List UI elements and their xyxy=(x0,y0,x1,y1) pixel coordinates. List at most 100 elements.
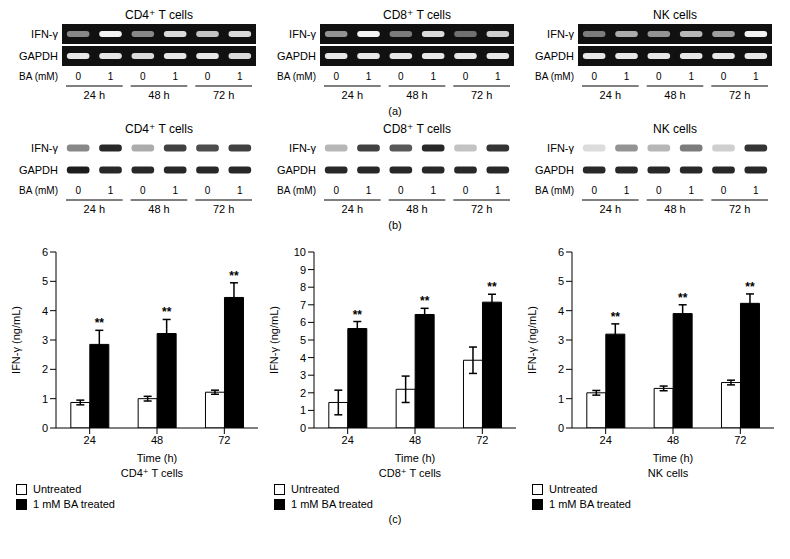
svg-text:5: 5 xyxy=(300,334,306,346)
svg-text:**: ** xyxy=(678,291,688,305)
svg-text:24 h: 24 h xyxy=(84,203,105,215)
svg-text:0: 0 xyxy=(333,71,339,82)
svg-text:72 h: 72 h xyxy=(213,203,234,215)
svg-text:1: 1 xyxy=(624,185,630,196)
svg-text:NK cells: NK cells xyxy=(653,8,697,22)
svg-text:5: 5 xyxy=(42,275,48,287)
svg-text:24: 24 xyxy=(84,434,96,446)
svg-text:2: 2 xyxy=(42,363,48,375)
svg-text:48: 48 xyxy=(409,434,421,446)
svg-text:7: 7 xyxy=(300,299,306,311)
svg-text:Time (h): Time (h) xyxy=(653,452,694,464)
svg-text:1: 1 xyxy=(430,71,436,82)
svg-text:IFN-γ: IFN-γ xyxy=(547,28,574,40)
svg-text:3: 3 xyxy=(558,334,564,346)
svg-text:0: 0 xyxy=(333,185,339,196)
svg-text:IFN-γ (ng/mL): IFN-γ (ng/mL) xyxy=(526,306,538,374)
svg-text:BA (mM): BA (mM) xyxy=(277,71,316,82)
svg-text:GAPDH: GAPDH xyxy=(19,164,58,176)
svg-text:CD8⁺ T cells: CD8⁺ T cells xyxy=(383,8,451,22)
svg-text:**: ** xyxy=(745,280,755,294)
svg-text:1: 1 xyxy=(430,185,436,196)
svg-text:48 h: 48 h xyxy=(148,203,169,215)
svg-text:0: 0 xyxy=(558,422,564,434)
svg-text:0: 0 xyxy=(656,71,662,82)
svg-text:72 h: 72 h xyxy=(471,203,492,215)
svg-text:48 h: 48 h xyxy=(664,89,685,101)
svg-text:72 h: 72 h xyxy=(213,89,234,101)
svg-text:0: 0 xyxy=(463,185,469,196)
svg-text:0: 0 xyxy=(721,185,727,196)
svg-text:0: 0 xyxy=(140,71,146,82)
svg-text:1: 1 xyxy=(366,185,372,196)
svg-text:BA (mM): BA (mM) xyxy=(19,71,58,82)
svg-text:72: 72 xyxy=(734,434,746,446)
svg-text:3: 3 xyxy=(42,334,48,346)
svg-text:0: 0 xyxy=(205,71,211,82)
svg-text:1: 1 xyxy=(495,185,501,196)
svg-text:**: ** xyxy=(611,310,621,324)
svg-text:0: 0 xyxy=(398,71,404,82)
svg-text:1: 1 xyxy=(558,393,564,405)
svg-text:0: 0 xyxy=(75,71,81,82)
svg-text:0: 0 xyxy=(591,71,597,82)
svg-text:1: 1 xyxy=(172,71,178,82)
svg-text:6: 6 xyxy=(300,316,306,328)
svg-text:0: 0 xyxy=(656,185,662,196)
svg-text:24 h: 24 h xyxy=(84,89,105,101)
svg-text:**: ** xyxy=(487,280,497,294)
svg-text:IFN-γ: IFN-γ xyxy=(289,142,316,154)
svg-text:0: 0 xyxy=(75,185,81,196)
svg-text:0: 0 xyxy=(463,71,469,82)
svg-text:1: 1 xyxy=(237,185,243,196)
svg-text:1: 1 xyxy=(108,185,114,196)
svg-text:CD4⁺ T cells: CD4⁺ T cells xyxy=(125,122,193,136)
svg-text:IFN-γ (ng/mL): IFN-γ (ng/mL) xyxy=(268,306,280,374)
svg-text:24 h: 24 h xyxy=(600,203,621,215)
svg-text:24: 24 xyxy=(600,434,612,446)
svg-text:1: 1 xyxy=(237,71,243,82)
svg-text:0: 0 xyxy=(42,422,48,434)
svg-text:10: 10 xyxy=(294,246,306,258)
svg-text:1: 1 xyxy=(172,185,178,196)
svg-text:24 h: 24 h xyxy=(342,89,363,101)
svg-text:0: 0 xyxy=(398,185,404,196)
svg-text:2: 2 xyxy=(300,387,306,399)
svg-text:0: 0 xyxy=(300,422,306,434)
svg-text:BA (mM): BA (mM) xyxy=(19,185,58,196)
svg-text:GAPDH: GAPDH xyxy=(19,50,58,62)
svg-text:24: 24 xyxy=(342,434,354,446)
svg-text:**: ** xyxy=(420,294,430,308)
svg-text:1: 1 xyxy=(495,71,501,82)
svg-text:1: 1 xyxy=(624,71,630,82)
svg-text:1: 1 xyxy=(108,71,114,82)
svg-text:**: ** xyxy=(229,269,239,283)
svg-text:CD8⁺ T cells: CD8⁺ T cells xyxy=(383,122,451,136)
svg-text:72: 72 xyxy=(218,434,230,446)
svg-text:0: 0 xyxy=(591,185,597,196)
svg-text:1: 1 xyxy=(688,71,694,82)
svg-text:BA (mM): BA (mM) xyxy=(535,185,574,196)
svg-text:BA (mM): BA (mM) xyxy=(277,185,316,196)
svg-text:1: 1 xyxy=(366,71,372,82)
svg-text:2: 2 xyxy=(558,363,564,375)
svg-text:4: 4 xyxy=(558,305,564,317)
svg-text:**: ** xyxy=(162,305,172,319)
svg-text:48 h: 48 h xyxy=(406,89,427,101)
svg-text:IFN-γ (ng/mL): IFN-γ (ng/mL) xyxy=(10,306,22,374)
svg-text:24 h: 24 h xyxy=(342,203,363,215)
svg-text:CD4⁺ T cells: CD4⁺ T cells xyxy=(125,8,193,22)
svg-text:Time (h): Time (h) xyxy=(395,452,436,464)
svg-text:24 h: 24 h xyxy=(600,89,621,101)
svg-text:6: 6 xyxy=(558,246,564,258)
svg-text:48 h: 48 h xyxy=(664,203,685,215)
svg-text:0: 0 xyxy=(205,185,211,196)
svg-text:8: 8 xyxy=(300,281,306,293)
svg-text:BA (mM): BA (mM) xyxy=(535,71,574,82)
svg-text:1: 1 xyxy=(42,393,48,405)
svg-text:1: 1 xyxy=(300,404,306,416)
svg-text:4: 4 xyxy=(42,305,48,317)
svg-text:1: 1 xyxy=(753,185,759,196)
svg-text:48 h: 48 h xyxy=(148,89,169,101)
svg-text:1: 1 xyxy=(688,185,694,196)
